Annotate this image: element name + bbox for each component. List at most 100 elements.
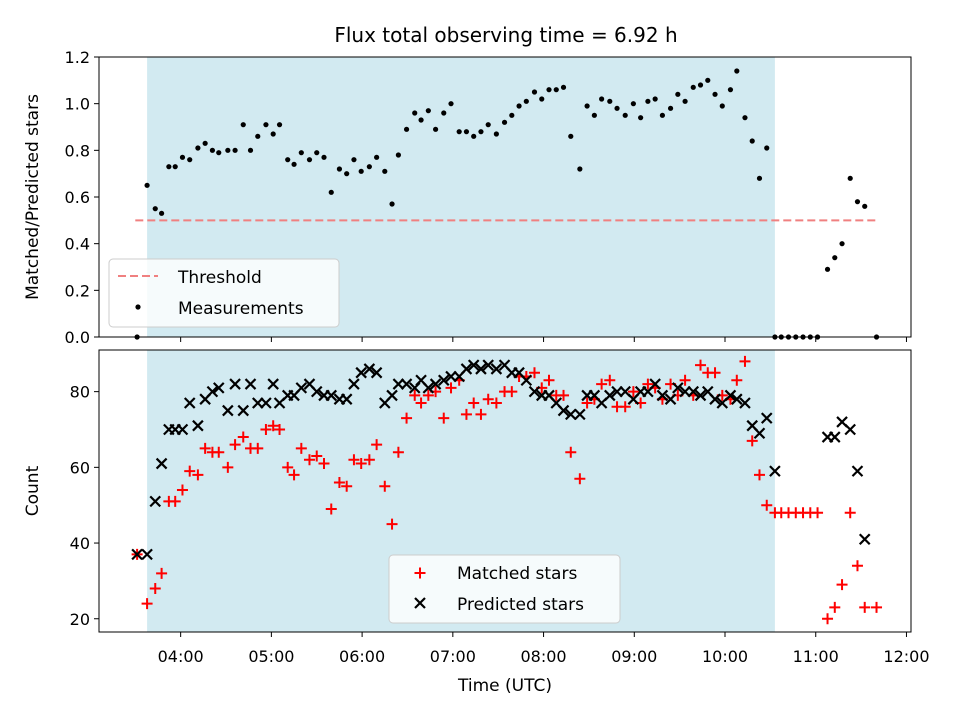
predicted-star-marker [460, 363, 473, 375]
matched-star-marker [851, 560, 863, 572]
measurement-point [659, 112, 666, 118]
measurement-point [638, 115, 644, 121]
matched-star-marker [141, 598, 153, 610]
measurement-point [270, 131, 276, 137]
matched-star-marker [199, 442, 211, 454]
predicted-star-marker [664, 393, 677, 405]
measurement-point [501, 119, 508, 125]
matched-star-marker [392, 446, 404, 458]
matched-star-marker [192, 469, 204, 481]
legend-box [388, 554, 621, 624]
measurement-point [682, 98, 688, 104]
measurement-point [374, 154, 380, 160]
measurement-point [630, 101, 636, 107]
measurement-point [539, 96, 545, 102]
predicted-star-marker [370, 366, 383, 379]
predicted-star-marker [482, 359, 494, 371]
measurement-point [240, 122, 246, 128]
matched-star-marker [574, 473, 586, 485]
predicted-star-marker [739, 397, 751, 409]
measurement-point [847, 175, 853, 181]
measurement-point [622, 112, 628, 118]
predicted-star-marker [829, 431, 841, 443]
y-tick-label: 20 [70, 610, 90, 629]
predicted-star-marker [386, 389, 398, 402]
matched-star-marker [581, 397, 593, 409]
matched-star-marker [355, 458, 367, 470]
matched-star-marker [731, 374, 743, 386]
matched-star-marker [490, 397, 502, 409]
y-tick-label: 1.2 [65, 48, 90, 67]
predicted-star-marker [564, 408, 577, 421]
matched-star-marker [822, 613, 834, 625]
predicted-star-marker [340, 393, 353, 405]
measurement-point [285, 157, 291, 163]
measurement-point [425, 108, 431, 114]
matched-star-marker [252, 442, 264, 454]
matched-star-marker [709, 367, 721, 379]
matched-star-marker [844, 507, 856, 519]
matched-star-marker [859, 601, 871, 613]
matched-star-marker [558, 389, 570, 401]
x-axis-label: Time (UTC) [457, 676, 552, 696]
matched-star-marker [871, 601, 883, 613]
measurement-point [727, 87, 734, 93]
measurement-point [159, 210, 165, 216]
measurement-point [553, 87, 559, 93]
legend-matched-swatch [414, 567, 426, 579]
measurement-point [225, 147, 231, 153]
predicted-star-marker [724, 389, 737, 402]
matched-star-marker [565, 446, 577, 458]
matched-star-marker [318, 458, 330, 470]
x-tick-label: 05:00 [248, 647, 294, 666]
matched-star-marker [237, 431, 249, 443]
matched-star-marker [169, 495, 181, 507]
legend-label-matched: Matched stars [457, 564, 577, 584]
predicted-star-marker [400, 378, 413, 390]
measurement-point [412, 110, 418, 116]
predicted-star-marker [363, 363, 376, 375]
x-tick-label: 04:00 [158, 647, 204, 666]
predicted-star-marker [769, 465, 781, 477]
matched-star-marker [295, 442, 307, 454]
measurement-point [463, 129, 470, 135]
x-tick-label: 11:00 [793, 647, 839, 666]
matched-star-marker [222, 461, 234, 473]
predicted-star-marker [192, 419, 204, 432]
measurement-point [209, 147, 216, 153]
measurement-point [216, 150, 222, 156]
measurement-point [263, 122, 269, 128]
predicted-star-marker [429, 378, 442, 390]
matched-star-marker [604, 374, 616, 386]
legend-measurements-swatch [135, 304, 141, 310]
predicted-star-marker [244, 378, 257, 390]
legend-label-predicted: Predicted stars [457, 595, 584, 615]
matched-star-marker [642, 378, 654, 390]
matched-star-marker [282, 461, 294, 473]
measurement-point [568, 133, 574, 139]
measurement-point [667, 105, 674, 111]
matched-star-marker [311, 450, 323, 462]
predicted-star-marker [490, 363, 503, 375]
measurement-point [344, 171, 350, 177]
measurement-point [456, 129, 462, 135]
matched-star-marker [468, 397, 480, 409]
measurement-point [328, 189, 334, 195]
matched-star-marker [812, 507, 824, 519]
legend-label-threshold: Threshold [177, 268, 262, 288]
matched-star-marker [829, 601, 841, 613]
matched-star-marker [156, 567, 168, 579]
y-axis-label: Matched/Predicted stars [23, 94, 43, 300]
measurement-point [591, 112, 597, 118]
matched-star-marker [475, 408, 487, 420]
measurement-point [202, 140, 208, 146]
measurement-point [839, 241, 845, 247]
measurement-point [645, 98, 651, 104]
predicted-star-marker [753, 427, 766, 440]
legend-box [108, 258, 340, 328]
matched-star-marker [409, 389, 421, 401]
legend-label-measurements: Measurements [178, 299, 304, 319]
predicted-star-marker [731, 393, 743, 405]
x-tick-label: 08:00 [521, 647, 567, 666]
matched-star-marker [460, 408, 472, 420]
